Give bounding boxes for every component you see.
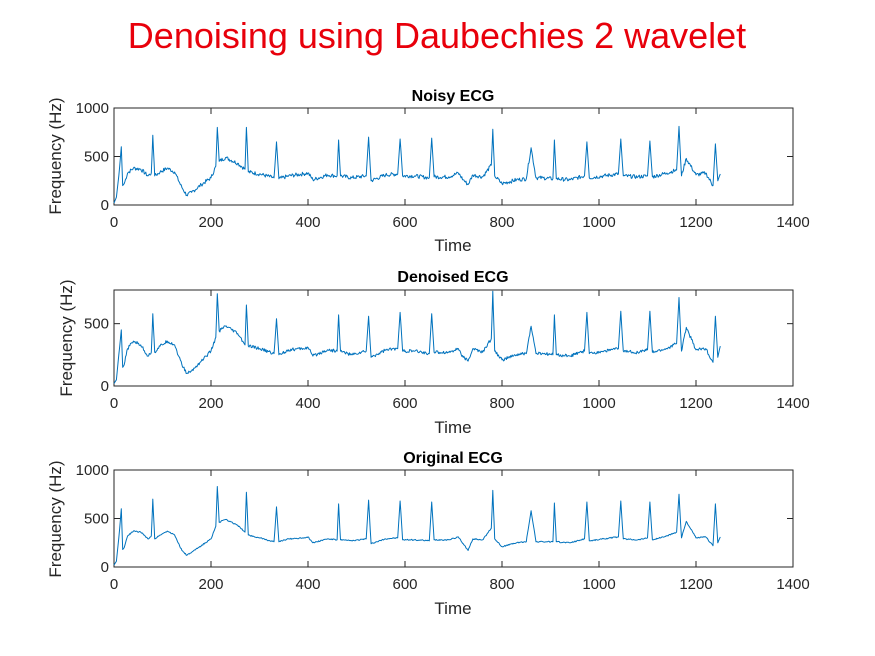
y-tick-label: 500 xyxy=(84,511,109,528)
x-tick-label: 200 xyxy=(198,576,223,593)
x-tick-label: 0 xyxy=(110,214,118,231)
x-axis-label: Time xyxy=(434,599,471,618)
x-tick-label: 1200 xyxy=(679,214,712,231)
y-tick-label: 0 xyxy=(101,197,109,214)
x-axis-label: Time xyxy=(434,418,471,437)
panel-title: Original ECG xyxy=(403,450,503,467)
panel-original-ecg: Original ECG Time Frequency (Hz) 0 200 400… xyxy=(46,450,810,618)
series-line xyxy=(113,125,721,204)
panel-title: Noisy ECG xyxy=(412,88,495,105)
y-axis-label: Frequency (Hz) xyxy=(46,460,65,577)
x-tick-label: 1000 xyxy=(582,395,615,412)
series-line xyxy=(113,486,721,566)
x-tick-label: 400 xyxy=(295,214,320,231)
panel-title: Denoised ECG xyxy=(397,269,508,286)
x-tick-label: 1000 xyxy=(582,214,615,231)
panel-denoised-ecg: Denoised ECG Time Frequency (Hz) 0 200 400… xyxy=(57,269,810,437)
x-tick-label: 1200 xyxy=(679,395,712,412)
x-tick-label: 400 xyxy=(295,395,320,412)
x-tick-label: 1200 xyxy=(679,576,712,593)
x-tick-label: 600 xyxy=(392,214,417,231)
x-tick-label: 1400 xyxy=(776,395,809,412)
x-tick-label: 200 xyxy=(198,214,223,231)
x-tick-label: 0 xyxy=(110,576,118,593)
series-line xyxy=(113,290,721,384)
x-tick-label: 600 xyxy=(392,395,417,412)
x-tick-label: 0 xyxy=(110,395,118,412)
y-tick-label: 1000 xyxy=(76,100,109,117)
x-tick-label: 800 xyxy=(489,395,514,412)
y-axis-label: Frequency (Hz) xyxy=(57,279,76,396)
x-axis-label: Time xyxy=(434,236,471,255)
y-tick-label: 1000 xyxy=(76,462,109,479)
x-tick-label: 1400 xyxy=(776,576,809,593)
y-axis-label: Frequency (Hz) xyxy=(46,97,65,214)
figure-title: Denoising using Daubechies 2 wavelet xyxy=(128,15,746,56)
y-tick-label: 500 xyxy=(84,316,109,333)
x-tick-label: 600 xyxy=(392,576,417,593)
y-tick-label: 0 xyxy=(101,378,109,395)
x-tick-label: 1000 xyxy=(582,576,615,593)
y-tick-label: 500 xyxy=(84,149,109,166)
x-tick-label: 200 xyxy=(198,395,223,412)
x-tick-label: 400 xyxy=(295,576,320,593)
x-tick-label: 800 xyxy=(489,576,514,593)
panel-noisy-ecg: Noisy ECG Time Frequency (Hz) 0 200 400 600… xyxy=(46,88,810,255)
x-tick-label: 1400 xyxy=(776,214,809,231)
y-tick-label: 0 xyxy=(101,559,109,576)
x-tick-label: 800 xyxy=(489,214,514,231)
